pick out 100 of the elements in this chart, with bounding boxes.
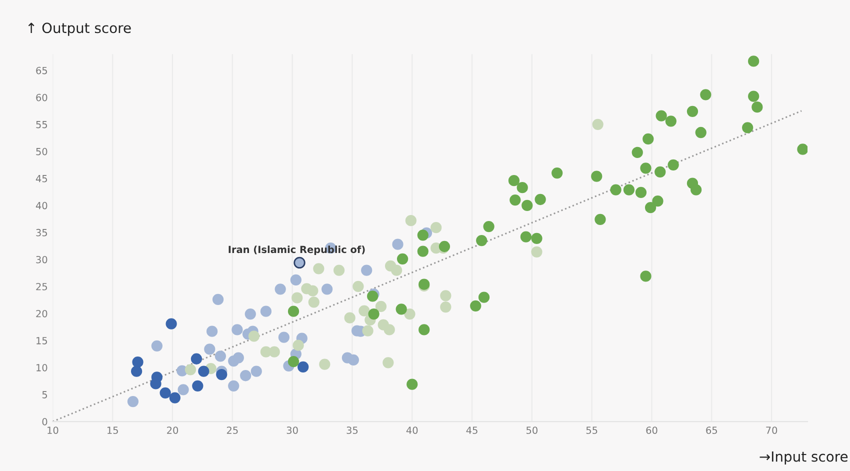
point xyxy=(127,396,139,408)
point xyxy=(212,294,224,306)
point xyxy=(700,89,712,100)
point xyxy=(508,175,520,186)
point xyxy=(214,350,226,362)
point xyxy=(150,378,162,390)
point xyxy=(742,122,754,134)
point xyxy=(288,306,300,317)
x-tick-label: 20 xyxy=(167,426,178,434)
point xyxy=(232,324,243,336)
point xyxy=(362,325,374,336)
y-tick-label: 0 xyxy=(42,418,48,426)
x-tick-label: 65 xyxy=(706,426,717,434)
point xyxy=(748,56,760,67)
point xyxy=(151,340,163,352)
point xyxy=(352,280,364,292)
point xyxy=(292,340,304,351)
point xyxy=(430,222,442,234)
point xyxy=(274,284,286,295)
point xyxy=(268,346,280,358)
point xyxy=(348,354,359,366)
point xyxy=(292,292,303,304)
x-tick-label: 60 xyxy=(646,426,658,434)
point xyxy=(192,380,204,392)
point xyxy=(375,300,387,312)
point xyxy=(250,366,262,377)
point xyxy=(166,318,177,330)
point xyxy=(665,116,676,127)
point xyxy=(396,304,407,315)
point xyxy=(644,202,656,214)
x-axis-title: →Input score xyxy=(760,451,848,464)
point xyxy=(390,264,402,276)
point xyxy=(308,296,320,308)
point xyxy=(190,353,202,364)
point xyxy=(232,352,244,364)
y-tick-label: 15 xyxy=(36,337,47,344)
point xyxy=(392,238,404,250)
point xyxy=(132,356,144,368)
point xyxy=(228,380,240,392)
point xyxy=(654,166,666,178)
y-tick-label: 40 xyxy=(36,202,48,210)
point xyxy=(307,285,318,296)
y-tick-label: 50 xyxy=(36,148,48,156)
point xyxy=(610,184,622,196)
point xyxy=(244,308,256,320)
point xyxy=(184,364,196,376)
y-tick-label: 45 xyxy=(36,175,47,182)
point xyxy=(290,274,302,286)
point xyxy=(333,264,345,276)
point xyxy=(178,384,189,396)
point xyxy=(534,194,546,206)
point xyxy=(656,110,667,122)
point xyxy=(440,290,452,302)
point xyxy=(476,234,488,246)
point xyxy=(752,102,763,113)
point xyxy=(160,387,171,398)
point xyxy=(510,194,521,206)
point xyxy=(632,146,643,158)
point xyxy=(418,324,430,336)
point xyxy=(298,361,309,373)
x-tick-label: 10 xyxy=(48,426,58,434)
y-tick-label: 5 xyxy=(42,391,47,398)
point xyxy=(591,170,602,182)
point xyxy=(344,312,356,324)
point xyxy=(470,300,482,312)
x-tick-label: 40 xyxy=(406,426,418,434)
point xyxy=(635,186,647,198)
y-tick-label: 65 xyxy=(36,66,47,74)
x-tick-label: 25 xyxy=(226,426,238,434)
point xyxy=(382,357,394,368)
point xyxy=(642,133,654,145)
point xyxy=(520,231,532,242)
point xyxy=(478,292,490,303)
point xyxy=(384,324,395,336)
point xyxy=(368,308,380,320)
point xyxy=(748,90,760,102)
x-tick-label: 45 xyxy=(466,426,478,434)
point xyxy=(592,118,604,130)
point xyxy=(130,366,142,377)
x-tick-label: 15 xyxy=(107,426,118,434)
point xyxy=(321,284,333,295)
x-tick-label: 50 xyxy=(526,426,538,434)
point xyxy=(260,306,272,317)
point xyxy=(288,356,300,368)
point xyxy=(417,246,428,257)
point xyxy=(319,358,330,370)
point xyxy=(623,184,635,196)
x-tick-label: 55 xyxy=(586,426,598,434)
point xyxy=(216,368,228,380)
point xyxy=(417,230,428,241)
point xyxy=(169,392,180,404)
point xyxy=(640,270,652,282)
point xyxy=(404,308,416,320)
point xyxy=(552,167,563,179)
y-tick-label: 10 xyxy=(36,364,48,372)
y-tick-label: 20 xyxy=(36,310,48,318)
y-tick-label: 55 xyxy=(36,121,47,128)
point xyxy=(198,366,210,377)
point xyxy=(695,126,706,138)
point xyxy=(240,370,252,382)
